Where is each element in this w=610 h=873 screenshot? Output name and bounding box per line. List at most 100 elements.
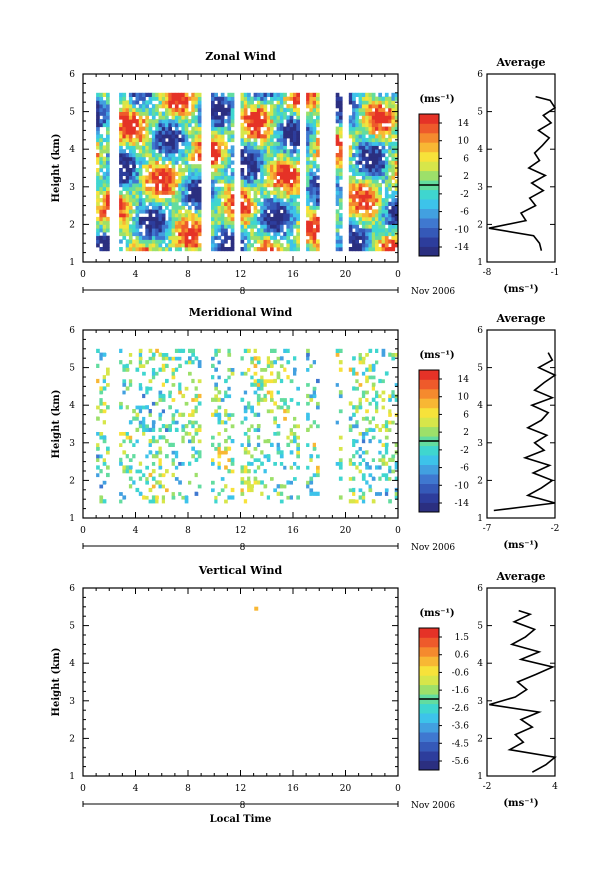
heatmap-cell — [266, 235, 271, 240]
heatmap-cell — [247, 231, 251, 237]
heatmap-cell — [224, 149, 228, 154]
heatmap-cell — [289, 435, 294, 440]
heatmap-cell — [96, 186, 100, 191]
heatmap-cell — [188, 348, 192, 353]
heatmap-cell — [306, 100, 310, 105]
heatmap-cell — [188, 439, 192, 444]
heatmap-cell — [138, 149, 143, 154]
heatmap-cell — [188, 409, 192, 414]
heatmap-cell — [99, 100, 104, 105]
heatmap-cell — [391, 416, 396, 421]
heatmap-cell — [253, 480, 258, 485]
heatmap-cell — [355, 115, 359, 120]
heatmap-cell — [361, 360, 366, 365]
heatmap-cell — [312, 194, 317, 199]
heatmap-cell — [260, 469, 264, 474]
heatmap-cell — [96, 126, 100, 131]
heatmap-cell — [142, 183, 146, 188]
heatmap-cell — [138, 111, 143, 116]
heatmap-cell — [224, 183, 228, 188]
heatmap-cell — [220, 450, 225, 455]
heatmap-cell — [243, 228, 248, 233]
heatmap-cell — [155, 164, 159, 169]
heatmap-cell — [266, 179, 271, 184]
heatmap-cell — [217, 104, 222, 109]
heatmap-cell — [197, 141, 202, 146]
heatmap-cell — [151, 216, 156, 222]
heatmap-cell — [132, 401, 136, 406]
heatmap-cell — [151, 190, 156, 195]
heatmap-cell — [368, 194, 373, 199]
heatmap-cell — [289, 130, 294, 135]
heatmap-cell — [260, 216, 264, 222]
heatmap-cell — [388, 472, 392, 478]
heatmap-cell — [194, 499, 199, 504]
heatmap-cell — [348, 491, 353, 496]
heatmap-cell — [181, 92, 186, 97]
heatmap-cell — [132, 243, 136, 248]
heatmap-cell — [316, 164, 320, 169]
heatmap-cell — [316, 119, 320, 124]
heatmap-cell — [135, 156, 140, 161]
heatmap-cell — [184, 119, 189, 124]
heatmap-cell — [214, 213, 218, 218]
heatmap-cell — [352, 107, 356, 112]
heatmap-cell — [381, 247, 386, 252]
heatmap-cell — [358, 183, 363, 188]
heatmap-cell — [165, 378, 169, 384]
heatmap-cell — [371, 243, 376, 248]
heatmap-cell — [371, 130, 376, 135]
heatmap-cell — [138, 220, 143, 225]
heatmap-cell — [279, 119, 284, 124]
heatmap-cell — [178, 446, 182, 451]
heatmap-cell — [227, 235, 232, 240]
heatmap-cell — [316, 371, 320, 376]
heatmap-cell — [165, 100, 169, 105]
heatmap-cell — [273, 145, 277, 150]
heatmap-cell — [391, 130, 396, 135]
heatmap-cell — [335, 461, 340, 466]
heatmap-cell — [348, 164, 353, 169]
heatmap-cell — [165, 92, 169, 97]
heatmap-cell — [106, 224, 110, 229]
heatmap-cell — [165, 149, 169, 154]
heatmap-cell — [230, 371, 235, 376]
heatmap-cell — [352, 175, 356, 180]
heatmap-cell — [119, 439, 123, 444]
heatmap-cell — [155, 134, 159, 139]
heatmap-cell — [135, 465, 140, 470]
heatmap-cell — [148, 175, 153, 180]
heatmap-cell — [188, 149, 192, 154]
heatmap-cell — [151, 247, 156, 252]
heatmap-cell — [178, 213, 182, 218]
heatmap-cell — [316, 153, 320, 158]
heatmap-cell — [338, 107, 343, 112]
heatmap-cell — [293, 92, 297, 97]
heatmap-cell — [214, 126, 218, 131]
heatmap-cell — [371, 439, 376, 444]
heatmap-cell — [276, 119, 281, 124]
heatmap-cell — [158, 190, 163, 195]
heatmap-cell — [135, 480, 140, 485]
heatmap-cell — [188, 472, 192, 478]
heatmap-cell — [256, 495, 261, 500]
heatmap-cell — [128, 454, 133, 459]
heatmap-cell — [171, 412, 176, 417]
heatmap-cell — [217, 465, 222, 470]
heatmap-cell — [289, 115, 294, 120]
heatmap-cell — [191, 194, 195, 199]
heatmap-cell — [243, 96, 248, 101]
heatmap-cell — [289, 356, 294, 361]
heatmap-cell — [184, 134, 189, 139]
heatmap-cell — [355, 92, 359, 97]
heatmap-cell — [171, 186, 176, 191]
heatmap-cell — [178, 386, 182, 391]
heatmap-cell — [368, 107, 373, 112]
heatmap-cell — [184, 378, 189, 384]
heatmap-cell — [184, 213, 189, 218]
heatmap-cell — [125, 228, 130, 233]
heatmap-cell — [306, 145, 310, 150]
heatmap-cell — [188, 446, 192, 451]
heatmap-cell — [155, 96, 159, 101]
heatmap-cell — [184, 156, 189, 161]
